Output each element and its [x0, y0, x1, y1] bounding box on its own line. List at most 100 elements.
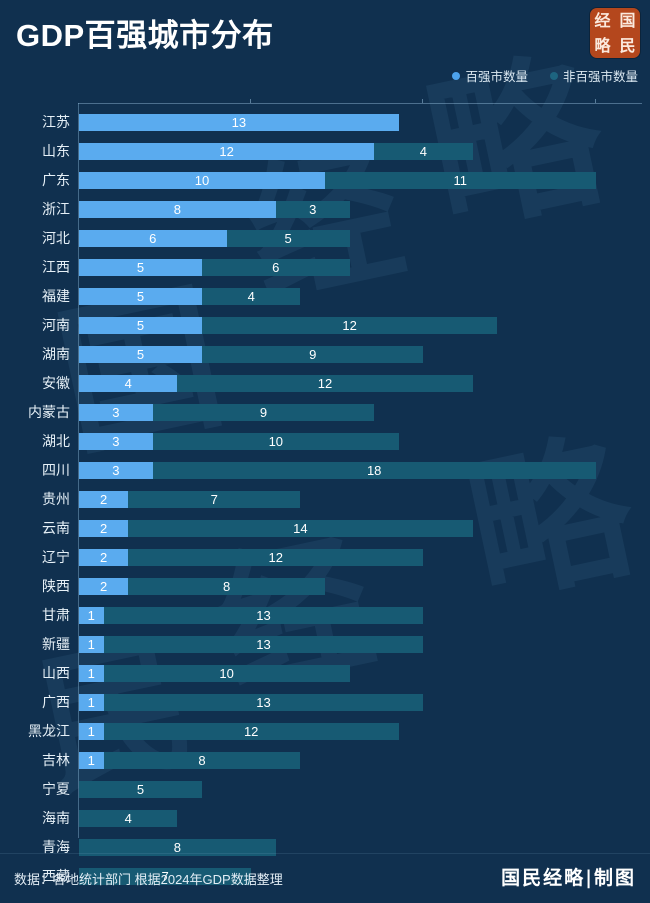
bar-segment-primary[interactable] [79, 607, 104, 624]
x-axis-tick [250, 99, 252, 103]
bar-segment-secondary[interactable] [79, 781, 202, 798]
bar-row: 宁夏 5 [0, 775, 650, 804]
bar-row: 云南 2 14 [0, 514, 650, 543]
bar-segment-primary[interactable] [79, 520, 129, 537]
bar-segment-primary[interactable] [79, 694, 104, 711]
source-note: 数据：各地统计部门 根据2024年GDP数据整理 [14, 872, 283, 887]
bar-value-secondary: 12 [317, 376, 333, 391]
bar-segment-secondary[interactable] [325, 172, 596, 189]
bar-segment-primary[interactable] [79, 491, 129, 508]
bar-value-primary: 2 [99, 492, 108, 507]
bar-segment-secondary[interactable] [128, 578, 325, 595]
bar-segment-primary[interactable] [79, 230, 227, 247]
bar-segment-secondary[interactable] [374, 143, 473, 160]
bar-segment-secondary[interactable] [128, 520, 473, 537]
bar-track: 1 13 [79, 636, 650, 653]
bar-segment-secondary[interactable] [103, 723, 399, 740]
bar-value-primary: 3 [112, 434, 120, 449]
bar-segment-primary[interactable] [79, 375, 178, 392]
bar-segment-primary[interactable] [79, 636, 104, 653]
bar-row: 陕西 2 8 [0, 572, 650, 601]
bar-segment-secondary[interactable] [177, 375, 473, 392]
bar-row-label: 广东 [42, 172, 70, 188]
bar-segment-primary[interactable] [79, 201, 276, 218]
bar-segment-secondary[interactable] [103, 607, 424, 624]
bar-row: 海南 4 [0, 804, 650, 833]
bar-value-secondary: 9 [309, 347, 317, 362]
bar-row-label: 宁夏 [42, 781, 70, 797]
legend-item-secondary[interactable]: 非百强市数量 [549, 66, 638, 85]
bar-value-secondary: 11 [453, 173, 468, 188]
bar-track: 1 10 [79, 665, 650, 682]
bar-value-secondary: 4 [124, 811, 132, 826]
bar-row-label: 福建 [42, 288, 70, 304]
bar-row: 福建 5 4 [0, 282, 650, 311]
bar-segment-primary[interactable] [79, 114, 399, 131]
bar-value-primary: 1 [87, 724, 95, 739]
bar-value-primary: 1 [87, 666, 95, 681]
legend-dot-icon [452, 71, 461, 80]
bar-segment-secondary[interactable] [79, 868, 252, 885]
bar-segment-primary[interactable] [79, 288, 202, 305]
bar-segment-primary[interactable] [79, 404, 153, 421]
bar-track: 7 [79, 868, 650, 885]
bar-value-secondary: 14 [293, 521, 308, 536]
bar-row-label: 西藏 [42, 868, 70, 884]
bar-segment-secondary[interactable] [202, 288, 301, 305]
bar-segment-secondary[interactable] [152, 404, 375, 421]
bar-value-primary: 4 [124, 376, 132, 391]
bar-segment-secondary[interactable] [226, 230, 350, 247]
bar-row-label: 山东 [42, 143, 70, 159]
bar-segment-primary[interactable] [79, 143, 375, 160]
bar-segment-secondary[interactable] [103, 636, 424, 653]
bar-segment-primary[interactable] [79, 346, 202, 363]
bar-segment-secondary[interactable] [103, 665, 350, 682]
bar-segment-primary[interactable] [79, 752, 104, 769]
bar-segment-primary[interactable] [79, 433, 153, 450]
bar-segment-secondary[interactable] [202, 259, 350, 276]
x-axis-tick [594, 99, 596, 103]
bar-row: 辽宁 2 12 [0, 543, 650, 572]
bar-segment-secondary[interactable] [128, 549, 424, 566]
bar-segment-primary[interactable] [79, 462, 153, 479]
bar-segment-secondary[interactable] [103, 752, 301, 769]
bar-row: 江苏 13 [0, 108, 650, 137]
bar-segment-secondary[interactable] [202, 317, 498, 334]
bar-segment-primary[interactable] [79, 172, 325, 189]
bar-segment-secondary[interactable] [103, 694, 424, 711]
bar-segment-primary[interactable] [79, 578, 129, 595]
bar-row-label: 甘肃 [42, 607, 70, 623]
bar-value-primary: 8 [173, 202, 182, 217]
bar-row: 贵州 2 7 [0, 485, 650, 514]
bar-row: 江西 5 6 [0, 253, 650, 282]
bar-segment-secondary[interactable] [202, 346, 424, 363]
bar-segment-primary[interactable] [79, 317, 202, 334]
logo-char-1: 经 [594, 10, 611, 30]
bar-row: 甘肃 1 13 [0, 601, 650, 630]
bar-value-primary: 1 [87, 753, 95, 768]
x-axis-line [78, 99, 642, 104]
bar-segment-secondary[interactable] [128, 491, 301, 508]
bar-row-label: 贵州 [42, 491, 70, 507]
y-axis-line [78, 103, 79, 838]
bar-segment-primary[interactable] [79, 723, 104, 740]
bar-row-label: 山西 [42, 665, 70, 681]
bar-segment-secondary[interactable] [79, 810, 178, 827]
bar-row-label: 湖南 [42, 346, 70, 362]
bar-segment-secondary[interactable] [275, 201, 350, 218]
bar-segment-primary[interactable] [79, 549, 129, 566]
bar-segment-secondary[interactable] [152, 462, 596, 479]
bar-row: 河南 5 12 [0, 311, 650, 340]
bar-row-label: 辽宁 [42, 549, 70, 565]
bar-row: 山东 12 4 [0, 137, 650, 166]
bar-segment-secondary[interactable] [79, 839, 276, 856]
bar-row: 浙江 8 3 [0, 195, 650, 224]
bar-row-label: 广西 [42, 694, 70, 710]
bar-segment-primary[interactable] [79, 665, 104, 682]
bar-segment-secondary[interactable] [152, 433, 399, 450]
bar-value-secondary: 4 [247, 289, 255, 304]
bar-segment-primary[interactable] [79, 259, 202, 276]
logo-char-2: 国 [619, 10, 636, 30]
legend-item-primary[interactable]: 百强市数量 [452, 66, 528, 85]
